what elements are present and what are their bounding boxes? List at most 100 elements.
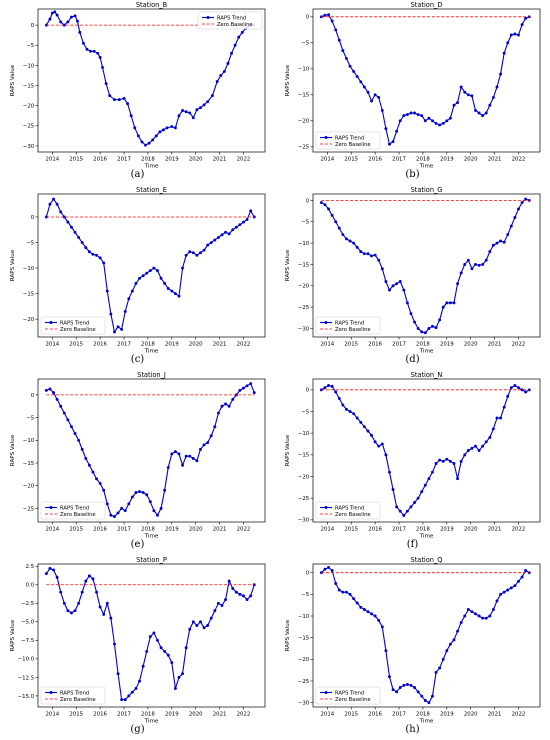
y-tick-label: −20 <box>298 284 310 290</box>
x-tick-label: 2016 <box>93 712 107 718</box>
x-tick-label: 2015 <box>344 157 358 163</box>
raps-point <box>252 391 256 395</box>
raps-point <box>222 69 226 73</box>
raps-point <box>456 282 460 286</box>
y-tick-label: 0 <box>31 393 35 399</box>
legend-trend-marker <box>324 136 328 139</box>
raps-point <box>509 386 513 390</box>
raps-point <box>477 614 481 618</box>
raps-point <box>345 56 348 60</box>
raps-point <box>138 276 142 280</box>
raps-point <box>184 253 188 257</box>
raps-point <box>345 407 348 411</box>
x-tick-label: 2020 <box>189 342 203 348</box>
raps-point <box>370 254 373 258</box>
raps-point <box>477 111 481 115</box>
raps-point <box>191 251 195 255</box>
raps-point <box>395 690 399 694</box>
raps-point <box>413 320 417 324</box>
subfigure-caption: (h) <box>405 724 420 735</box>
raps-point <box>123 310 127 313</box>
raps-point <box>330 569 334 572</box>
raps-point <box>216 235 220 239</box>
raps-point <box>127 694 131 698</box>
raps-point <box>337 397 341 400</box>
raps-point <box>75 19 79 23</box>
subfigure-caption: (g) <box>130 724 145 735</box>
legend-baseline-label: Zero Baseline <box>335 142 371 148</box>
x-tick-label: 2016 <box>93 157 107 163</box>
raps-point <box>173 687 177 690</box>
x-tick-label: 2014 <box>45 342 59 348</box>
raps-point <box>524 197 528 201</box>
raps-point <box>98 605 102 609</box>
raps-point <box>48 202 52 206</box>
raps-point <box>395 505 399 509</box>
legend-box <box>315 131 381 150</box>
x-tick-label: 2016 <box>368 157 382 163</box>
raps-point <box>398 686 402 689</box>
raps-point <box>448 642 452 646</box>
raps-point <box>249 382 253 385</box>
raps-point <box>77 601 81 605</box>
raps-point <box>456 101 460 105</box>
raps-point <box>427 327 431 330</box>
raps-point <box>370 433 373 437</box>
raps-point <box>495 599 499 603</box>
raps-point <box>466 93 470 97</box>
raps-point <box>524 390 528 394</box>
x-axis-label: Time <box>419 719 434 725</box>
y-axis-label: RAPS Value <box>10 619 16 651</box>
raps-point <box>359 80 363 84</box>
raps-point <box>330 19 334 23</box>
raps-point <box>327 384 330 387</box>
raps-point <box>233 43 237 47</box>
raps-point <box>488 250 492 254</box>
legend-trend-label: RAPS Trend <box>60 505 89 511</box>
raps-point <box>199 251 202 255</box>
raps-point <box>466 449 470 452</box>
raps-point <box>366 610 370 614</box>
raps-point <box>173 126 177 130</box>
raps-point <box>380 625 384 629</box>
legend-trend-label: RAPS Trend <box>217 15 246 21</box>
raps-point <box>188 627 192 631</box>
raps-point <box>345 590 348 594</box>
raps-point <box>184 110 188 114</box>
raps-point <box>502 51 506 55</box>
raps-point <box>238 223 242 227</box>
y-tick-label: −5 <box>26 43 34 49</box>
x-tick-label: 2021 <box>213 157 227 163</box>
raps-point <box>474 262 477 266</box>
x-tick-label: 2016 <box>368 342 382 348</box>
raps-point <box>55 575 59 579</box>
raps-point <box>366 252 370 256</box>
raps-point <box>177 294 181 298</box>
raps-point <box>113 515 116 519</box>
y-tick-label: −15 <box>298 453 309 459</box>
raps-point <box>337 588 341 592</box>
x-tick-label: 2022 <box>237 527 251 533</box>
x-tick-label: 2017 <box>392 342 406 348</box>
raps-point <box>91 577 95 581</box>
raps-point <box>120 506 124 510</box>
chart-svg: Station_N 0 −5 −10 −15 −20 −25 −30 2014 2015 2016 2… <box>285 371 541 540</box>
raps-point <box>513 584 517 588</box>
raps-point <box>398 509 402 513</box>
raps-point <box>73 609 77 613</box>
y-tick-label: −30 <box>298 701 310 707</box>
y-tick-label: −30 <box>298 326 310 332</box>
legend-box <box>40 316 106 335</box>
raps-point <box>81 41 85 45</box>
raps-point <box>87 463 91 467</box>
raps-point <box>62 411 66 415</box>
raps-point <box>102 488 106 492</box>
raps-point <box>245 384 249 388</box>
raps-point <box>227 579 231 583</box>
subfigure-caption: (e) <box>130 539 145 550</box>
raps-point <box>341 49 345 53</box>
raps-point <box>398 119 402 123</box>
raps-point <box>491 243 495 247</box>
raps-point <box>427 116 431 120</box>
